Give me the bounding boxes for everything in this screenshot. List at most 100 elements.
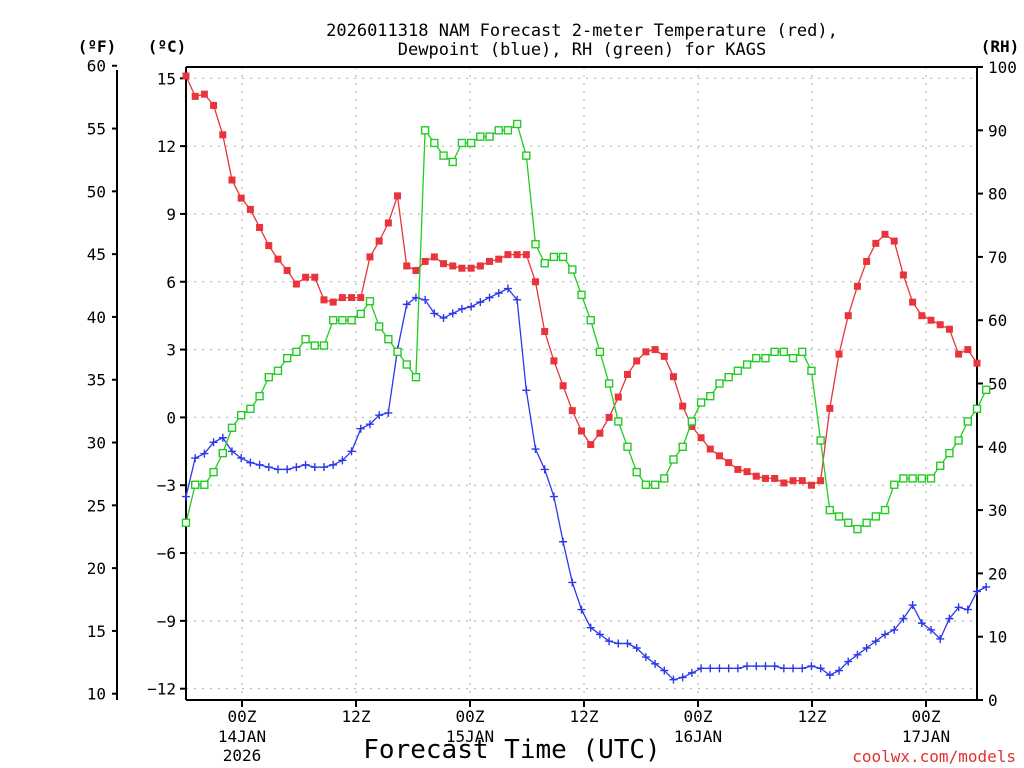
time-tick-label: 00Z xyxy=(912,707,941,726)
dewpoint-point xyxy=(384,408,393,417)
dewpoint-point xyxy=(430,309,439,318)
time-tick-label: 00Z xyxy=(456,707,485,726)
dewpoint-point xyxy=(963,605,972,614)
fahrenheit-tick-label: 60 xyxy=(87,57,106,76)
temperature-point xyxy=(522,251,530,259)
dewpoint-point xyxy=(789,664,798,673)
temperature-point xyxy=(605,413,613,421)
temperature-point xyxy=(761,474,769,482)
dewpoint-point xyxy=(540,465,549,474)
temperature-point xyxy=(430,253,438,261)
temperature-point xyxy=(246,205,254,213)
dewpoint-point xyxy=(246,458,255,467)
dewpoint-point xyxy=(310,463,319,472)
dewpoint-point xyxy=(485,293,494,302)
temperature-point xyxy=(348,294,356,302)
rh-point xyxy=(899,474,908,483)
temperature-point xyxy=(578,427,585,435)
fahrenheit-tick-label: 55 xyxy=(87,120,106,139)
rh-line xyxy=(185,122,987,530)
credit-text: coolwx.com/models xyxy=(852,747,1016,766)
rh-point xyxy=(890,480,899,489)
temperature-point xyxy=(725,459,733,467)
dewpoint-point xyxy=(890,625,899,634)
rh-point xyxy=(393,347,402,357)
dewpoint-point xyxy=(191,454,200,463)
rh-tick-label: 70 xyxy=(988,248,1007,267)
temperature-point xyxy=(688,422,696,430)
temperature-point xyxy=(642,348,650,356)
rh-point xyxy=(420,126,430,135)
rh-point xyxy=(807,366,816,376)
dewpoint-point xyxy=(522,386,531,395)
chart-title-line1: 2026011318 NAM Forecast 2-meter Temperat… xyxy=(326,21,838,41)
celsius-tick-label: −6 xyxy=(157,544,176,563)
temperature-point xyxy=(476,262,484,270)
rh-point xyxy=(733,366,743,376)
temperature-point xyxy=(486,257,494,265)
temperature-point xyxy=(532,278,540,286)
rh-point xyxy=(227,423,237,433)
temperature-point xyxy=(182,72,190,80)
fahrenheit-tick-label: 15 xyxy=(87,622,106,641)
rh-point xyxy=(954,436,963,445)
dewpoint-point xyxy=(227,447,236,456)
dewpoint-point xyxy=(283,465,292,474)
temperature-point xyxy=(614,393,622,401)
temperature-point xyxy=(918,312,926,320)
fahrenheit-tick-label: 50 xyxy=(87,182,106,201)
dewpoint-point xyxy=(715,664,724,673)
rh-point xyxy=(926,474,936,483)
dewpoint-point xyxy=(568,578,577,587)
dewpoint-point xyxy=(614,639,623,648)
temperature-point xyxy=(890,237,898,245)
rh-point xyxy=(595,347,605,357)
rh-point xyxy=(338,316,347,325)
rh-point xyxy=(448,157,457,167)
fahrenheit-tick-label: 45 xyxy=(87,245,106,264)
temperature-point xyxy=(191,92,199,100)
temperature-point xyxy=(256,224,264,232)
rh-point xyxy=(788,353,798,363)
rh-tick-label: 50 xyxy=(988,375,1007,394)
temperature-point xyxy=(357,294,365,302)
dewpoint-point xyxy=(641,653,650,662)
dewpoint-point xyxy=(319,463,328,472)
rh-point xyxy=(779,347,789,357)
dewpoint-point xyxy=(402,300,411,309)
temperature-point xyxy=(881,230,889,238)
rh-point xyxy=(660,474,669,483)
rh-point xyxy=(825,505,835,515)
dewpoint-point xyxy=(743,662,752,671)
dewpoint-point xyxy=(881,630,890,639)
rh-point xyxy=(319,341,329,350)
dewpoint-point xyxy=(623,639,632,648)
rh-tick-label: 20 xyxy=(988,564,1007,583)
rh-point xyxy=(310,341,319,350)
temperature-point xyxy=(807,481,815,489)
rh-point xyxy=(558,252,568,262)
rh-point xyxy=(641,480,651,489)
dewpoint-point xyxy=(595,630,604,639)
temperature-point xyxy=(283,266,291,274)
temperature-point xyxy=(743,468,751,476)
rh-point xyxy=(871,512,881,521)
rh-point xyxy=(503,126,513,135)
temperature-point xyxy=(706,445,714,453)
time-tick-label: 12Z xyxy=(798,707,827,726)
temperature-series xyxy=(182,72,981,489)
rh-point xyxy=(770,347,779,357)
rh-point xyxy=(908,474,917,483)
rh-point xyxy=(632,467,641,477)
temperature-point xyxy=(752,472,760,480)
temperature-point xyxy=(403,262,411,270)
temperature-point xyxy=(320,296,328,304)
temperature-point xyxy=(715,452,723,460)
rh-point xyxy=(614,417,623,426)
dewpoint-point xyxy=(329,460,338,469)
temperature-point xyxy=(909,298,917,306)
data-series xyxy=(181,72,991,684)
rh-point xyxy=(264,372,273,382)
dewpoint-point xyxy=(651,659,660,668)
